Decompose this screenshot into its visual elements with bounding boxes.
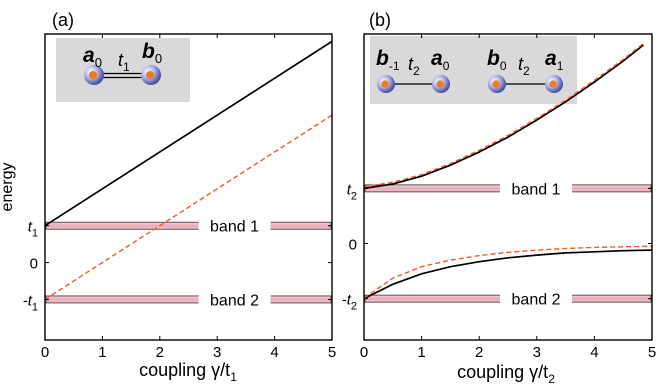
panel-a-y-tick-label: t1	[28, 219, 38, 240]
panel-b-x-tick-label: 3	[533, 344, 541, 361]
panel-a-axes	[44, 33, 333, 341]
panel-a-band-1	[45, 221, 332, 230]
inset-b-hopping-right: t2	[518, 54, 530, 78]
inset-b-label-b0: b0	[487, 47, 507, 73]
inset-a-label-a0: a0	[83, 44, 102, 70]
inset-a-site-b0-core	[146, 71, 154, 79]
panel-b-band-1-label: band 1	[512, 181, 561, 198]
panel-b-band-2-label: band 2	[512, 292, 561, 309]
panel-b-bands: band 1 band 2	[364, 179, 652, 309]
panel-b-x-axis-label: coupling γ/t2	[457, 362, 555, 386]
panel-b-band-1-label-bg	[500, 179, 572, 198]
panel-a-x-tick-label: 5	[328, 344, 336, 361]
panel-b-series-2-dashed	[363, 42, 644, 188]
inset-b-site-b-1-core	[381, 80, 389, 88]
panel-b-x-tick-label: 1	[417, 344, 425, 361]
panel-b-y-tick-label: t2	[347, 181, 357, 202]
panel-a-band-2-label-bg	[198, 290, 271, 309]
panel-a-x-ticks: 0 1 2 3 4 5	[41, 34, 336, 361]
inset-b-label-a1: a1	[545, 47, 564, 73]
panel-a-x-tick-label: 2	[156, 344, 164, 361]
panel-b-inset: b-1 t2 a0 b0 t2 a1	[370, 36, 577, 104]
panel-b-series-4-dashed	[363, 245, 653, 299]
inset-b-label-b-1: b-1	[376, 47, 400, 73]
panel-b-x-tick-label: 0	[360, 344, 368, 361]
panel-b-series-3-solid	[363, 249, 653, 300]
panel-b-series	[363, 42, 653, 300]
panel-b-series-1-solid	[363, 44, 644, 190]
panel-b-x-tick-label: 2	[475, 344, 483, 361]
panel-b-y-tick-label: -t2	[342, 292, 357, 313]
panel-a-inset: a0 t1 b0	[56, 38, 190, 102]
panel-a-x-tick-label: 1	[98, 344, 106, 361]
panel-a-x-tick-label: 0	[41, 344, 49, 361]
inset-b-hopping-left: t2	[408, 54, 420, 78]
panel-b-axes	[363, 33, 653, 341]
panel-b-label: (b)	[369, 10, 391, 30]
inset-a-hopping: t1	[118, 50, 130, 74]
panel-b-x-tick-label: 4	[590, 344, 598, 361]
panel-a-band-2-label: band 2	[210, 292, 259, 309]
inset-a-site-a0-core	[89, 71, 97, 79]
panel-a-series-2-dashed	[44, 114, 333, 300]
panel-a-y-ticks: t1 0 -t1	[23, 219, 332, 313]
panel-b-y-ticks: t2 0 -t2	[342, 181, 652, 313]
panel-a-bands: band 1 band 2	[45, 216, 332, 309]
panel-b-x-tick-label: 5	[648, 344, 656, 361]
panel-b-band-2-label-bg	[500, 289, 572, 308]
panel-a-x-axis-label: coupling γ/t1	[139, 360, 237, 384]
inset-a-label-b0: b0	[142, 40, 162, 66]
panel-b-inset-box	[370, 36, 577, 104]
panel-a-y-axis-label: energy	[0, 163, 16, 212]
panel-a-inset-box	[56, 38, 190, 102]
panel-a-label: (a)	[52, 10, 74, 30]
panel-a-x-tick-label: 3	[213, 344, 221, 361]
inset-b-label-a0: a0	[431, 47, 450, 73]
panel-a-series-1-solid	[44, 40, 333, 227]
panel-a-band-2	[45, 295, 332, 304]
panel-a-y-tick-label: 0	[30, 256, 38, 273]
inset-b-site-b0-core	[492, 80, 500, 88]
inset-b-site-a1-core	[549, 80, 557, 88]
panel-b-x-ticks: 0 1 2 3 4 5	[360, 34, 656, 361]
panel-a-y-tick-label: -t1	[23, 292, 38, 313]
panel-a-band-1-label: band 1	[210, 219, 259, 236]
inset-b-site-a0-core	[436, 80, 444, 88]
panel-b: (b) band 1 band 2 b-1 t2 a0 b0 t2 a1 0 1 2 3…	[342, 10, 656, 386]
panel-a-series	[44, 40, 333, 300]
panel-a-band-1-label-bg	[198, 216, 271, 235]
panel-b-y-tick-label: 0	[349, 237, 357, 254]
panel-a-x-tick-label: 4	[270, 344, 278, 361]
